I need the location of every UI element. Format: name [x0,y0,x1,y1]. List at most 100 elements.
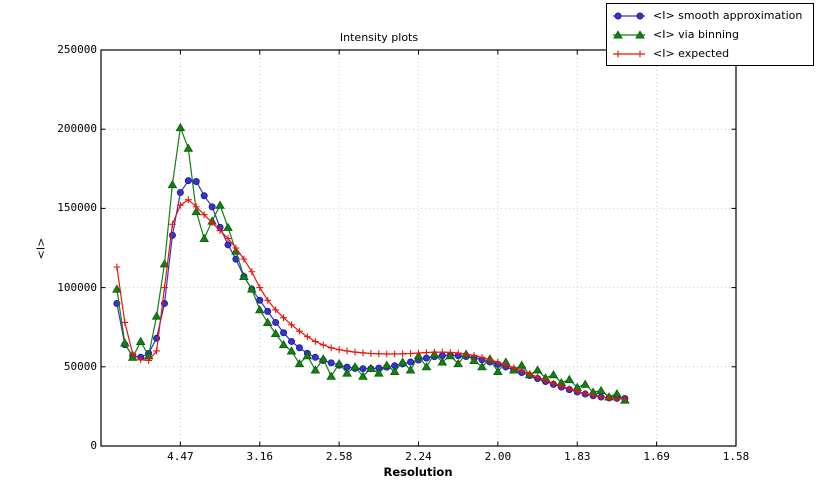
plus-marker-icon [145,357,153,364]
x-tick-label: 2.58 [325,450,353,463]
plus-marker-icon [256,284,264,291]
plus-marker-icon [137,356,145,364]
x-axis-label: Resolution [383,465,453,479]
plus-marker-icon [264,296,272,304]
plus-marker-icon [534,373,541,381]
triangle-marker-icon [397,357,408,366]
chart-title: Intensity plots [339,31,419,44]
legend-entry-label: <I> smooth approximation [653,9,803,22]
plus-marker-icon [161,284,168,291]
plus-marker-icon [383,350,391,358]
triangle-marker-icon [135,336,146,345]
legend: <I> smooth approximation <I> via binning <… [606,3,814,66]
x-tick-label: 2.24 [405,450,432,463]
circle-marker-icon [327,359,335,367]
triangle-marker-icon [270,328,281,338]
triangle-marker-icon [613,29,623,38]
plus-marker-icon [272,306,280,314]
plus-marker-icon [288,321,295,329]
triangle-marker-icon [215,200,225,209]
circle-marker-icon [264,307,272,315]
x-tick-label: 1.69 [643,450,670,463]
plus-marker-icon [542,376,549,384]
triangle-marker-icon [366,363,376,372]
plus-marker-icon [407,350,414,357]
triangle-marker-icon [223,222,233,231]
plus-marker-icon [581,390,589,397]
triangle-marker-icon [151,311,162,320]
plus-marker-icon [303,333,311,341]
triangle-marker-icon [191,206,202,216]
y-tick-label: 250000 [57,43,97,56]
circle-marker-icon [636,12,644,19]
plus-marker-icon [176,201,184,209]
triangle-marker-icon [635,29,645,38]
circle-marker-icon [614,12,622,19]
triangle-marker-icon [437,357,448,366]
plus-marker-icon [121,319,129,326]
plus-marker-icon [311,338,319,345]
legend-sample [613,50,645,57]
plus-marker-icon [423,349,430,356]
triangle-marker-icon [453,358,463,368]
plus-marker-icon [494,358,502,366]
plus-marker-icon [573,387,581,395]
plus-marker-icon [280,314,287,322]
triangle-marker-icon [381,360,392,369]
triangle-marker-icon [318,354,329,363]
x-tick-label: 1.58 [722,450,750,463]
triangle-marker-icon [310,365,321,374]
triangle-marker-icon [334,358,344,368]
circle-marker-icon [208,203,216,211]
triangle-marker-icon [294,358,305,368]
triangle-marker-icon [389,366,400,376]
circle-marker-icon [359,365,367,373]
plus-marker-icon [502,361,510,369]
triangle-marker-icon [405,365,416,374]
circle-marker-icon [287,337,295,345]
y-tick-label: 0 [90,439,97,452]
plus-marker-icon [605,394,613,402]
plus-marker-icon [359,349,367,357]
triangle-marker-icon [239,271,249,281]
plus-marker-icon [248,268,256,276]
plus-marker-icon [415,349,422,357]
circle-marker-icon [192,177,200,185]
circle-marker-icon [295,344,303,352]
legend-entry-plus: <I> expected [612,47,809,61]
circle-marker-icon [272,318,280,326]
plus-marker-icon [621,395,629,403]
plus-marker-icon [184,196,192,204]
plus-marker-icon [597,393,605,401]
legend-entry-label: <I> expected [653,47,730,60]
legend-entry-label: <I> via binning [653,28,739,41]
triangle-marker-icon [175,122,186,132]
plus-marker-icon [351,348,359,356]
plus-marker-icon [486,356,494,364]
x-tick-label: 4.47 [167,450,194,463]
circle-marker-icon [224,241,232,249]
legend-sample [613,29,645,38]
legend-entry-triangle: <I> via binning [612,28,809,42]
plus-marker-icon [589,392,597,399]
triangle-marker-icon [278,339,289,349]
triangle-marker-icon [262,317,273,326]
x-tick-labels: 4.47 3.16 2.58 2.24 2.00 1.83 1.69 1.58 [0,450,817,464]
plus-marker-icon [129,350,137,358]
plus-marker-icon [550,379,557,387]
plus-marker-icon [510,364,518,372]
circle-marker-icon [176,189,184,197]
triangle-marker-icon [564,374,575,383]
plus-marker-icon [240,255,248,263]
plus-marker-icon [565,385,573,393]
triangle-marker-icon [374,368,384,377]
plus-marker-icon [216,227,224,234]
y-tick-label: 100000 [57,280,97,294]
triangle-marker-icon [548,370,559,379]
triangle-marker-icon [120,338,130,347]
y-tick-label: 150000 [57,201,97,215]
plus-marker-icon [391,350,399,358]
triangle-marker-icon [580,379,590,388]
